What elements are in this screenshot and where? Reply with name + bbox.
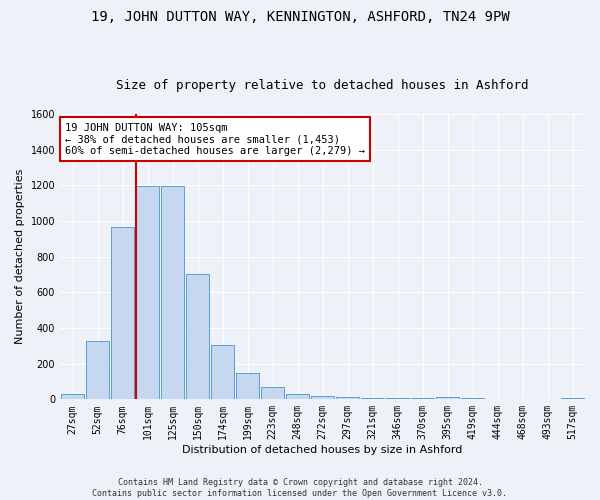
Bar [185,274,209,400]
Bar [361,398,385,400]
X-axis label: Distribution of detached houses by size in Ashford: Distribution of detached houses by size … [182,445,463,455]
Bar [335,396,359,400]
Text: 19 JOHN DUTTON WAY: 105sqm
← 38% of detached houses are smaller (1,453)
60% of s: 19 JOHN DUTTON WAY: 105sqm ← 38% of deta… [65,122,365,156]
Bar [260,387,284,400]
Bar [136,186,160,400]
Title: Size of property relative to detached houses in Ashford: Size of property relative to detached ho… [116,79,529,92]
Bar [386,398,409,400]
Bar [485,399,509,400]
Bar [436,396,460,400]
Bar [410,398,434,400]
Bar [511,399,535,400]
Text: Contains HM Land Registry data © Crown copyright and database right 2024.
Contai: Contains HM Land Registry data © Crown c… [92,478,508,498]
Bar [161,186,184,400]
Bar [536,399,559,400]
Bar [61,394,85,400]
Text: 19, JOHN DUTTON WAY, KENNINGTON, ASHFORD, TN24 9PW: 19, JOHN DUTTON WAY, KENNINGTON, ASHFORD… [91,10,509,24]
Bar [110,227,134,400]
Bar [461,398,484,400]
Bar [560,398,584,400]
Bar [286,394,310,400]
Bar [311,396,334,400]
Bar [236,372,259,400]
Y-axis label: Number of detached properties: Number of detached properties [15,169,25,344]
Bar [86,342,109,400]
Bar [211,345,235,400]
